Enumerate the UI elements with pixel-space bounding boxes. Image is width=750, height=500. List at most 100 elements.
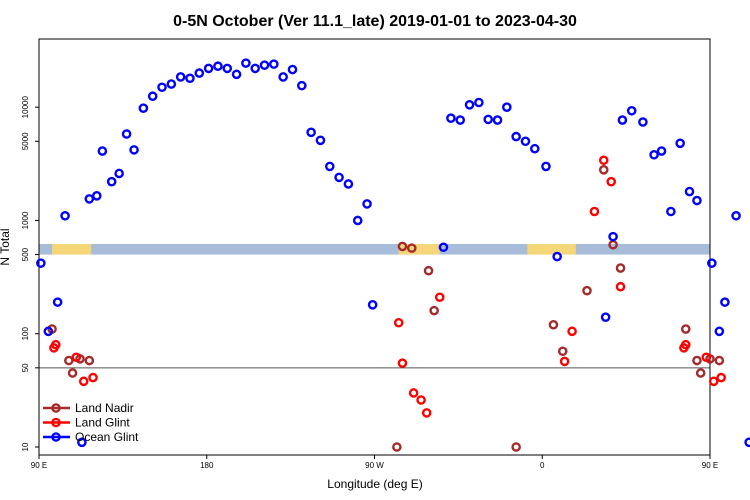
data-point	[513, 133, 520, 140]
data-point	[559, 348, 566, 355]
data-point	[308, 129, 315, 136]
data-point	[354, 217, 361, 224]
data-point	[531, 145, 538, 152]
data-point	[542, 163, 549, 170]
data-point	[205, 65, 212, 72]
y-tick-label: 10000	[21, 96, 30, 119]
data-point	[61, 212, 68, 219]
data-point	[503, 104, 510, 111]
series-land-nadir	[48, 166, 722, 450]
data-point	[466, 101, 473, 108]
data-point	[628, 107, 635, 114]
data-point	[513, 443, 520, 450]
data-point	[80, 378, 87, 385]
data-point	[619, 116, 626, 123]
data-point	[602, 314, 609, 321]
data-point	[682, 325, 689, 332]
data-point	[732, 212, 739, 219]
data-point	[93, 192, 100, 199]
data-point	[99, 147, 106, 154]
data-point	[233, 71, 240, 78]
data-point	[393, 443, 400, 450]
data-point	[158, 84, 165, 91]
data-point	[697, 369, 704, 376]
legend-item: Ocean Glint	[43, 430, 139, 444]
data-point	[554, 253, 561, 260]
data-point	[252, 65, 259, 72]
data-point	[69, 369, 76, 376]
data-point	[718, 374, 725, 381]
legend: Land NadirLand GlintOcean Glint	[43, 401, 139, 444]
data-point	[289, 66, 296, 73]
data-point	[130, 146, 137, 153]
data-point	[261, 62, 268, 69]
data-point	[617, 264, 624, 271]
data-point	[168, 80, 175, 87]
data-point	[677, 140, 684, 147]
data-point	[399, 360, 406, 367]
data-point	[89, 374, 96, 381]
legend-item: Land Glint	[43, 416, 130, 430]
data-point	[224, 65, 231, 72]
data-point	[550, 321, 557, 328]
data-point	[196, 69, 203, 76]
data-point	[609, 233, 616, 240]
y-tick-label: 500	[21, 247, 30, 261]
data-point	[123, 130, 130, 137]
data-points	[37, 60, 750, 451]
data-point	[485, 116, 492, 123]
data-point	[280, 73, 287, 80]
data-point	[667, 208, 674, 215]
data-point	[658, 147, 665, 154]
data-point	[140, 105, 147, 112]
data-point	[86, 195, 93, 202]
data-point	[369, 301, 376, 308]
data-point	[317, 137, 324, 144]
data-point	[650, 151, 657, 158]
data-point	[298, 82, 305, 89]
data-point	[86, 357, 93, 364]
data-point	[270, 61, 277, 68]
x-tick-label: 0	[540, 461, 545, 470]
data-point	[395, 319, 402, 326]
data-point	[457, 116, 464, 123]
data-point	[37, 260, 44, 267]
land-segment	[527, 244, 575, 255]
data-point	[600, 157, 607, 164]
data-point	[54, 299, 61, 306]
data-point	[436, 294, 443, 301]
y-tick-label: 1000	[21, 211, 30, 229]
y-tick-label: 100	[21, 327, 30, 341]
data-point	[363, 200, 370, 207]
data-point	[345, 180, 352, 187]
y-tick-label: 50	[21, 363, 30, 372]
data-point	[335, 174, 342, 181]
data-point	[116, 170, 123, 177]
data-point	[417, 396, 424, 403]
data-point	[716, 328, 723, 335]
x-tick-label: 180	[200, 461, 214, 470]
data-point	[447, 115, 454, 122]
data-point	[242, 60, 249, 67]
data-point	[608, 178, 615, 185]
series-land-glint	[50, 157, 724, 417]
data-point	[710, 378, 717, 385]
data-point	[568, 328, 575, 335]
x-axis-label: Longitude (deg E)	[327, 477, 422, 491]
data-point	[583, 287, 590, 294]
data-point	[617, 283, 624, 290]
data-point	[708, 260, 715, 267]
data-point	[686, 188, 693, 195]
x-tick-label: 90 W	[365, 461, 384, 470]
land-segment	[52, 244, 91, 255]
data-point	[108, 178, 115, 185]
data-point	[494, 116, 501, 123]
legend-item: Land Nadir	[43, 401, 134, 415]
data-point	[410, 389, 417, 396]
data-point	[186, 75, 193, 82]
data-point	[522, 138, 529, 145]
legend-label: Land Nadir	[75, 401, 134, 415]
data-point	[746, 439, 750, 446]
legend-label: Land Glint	[75, 416, 130, 430]
